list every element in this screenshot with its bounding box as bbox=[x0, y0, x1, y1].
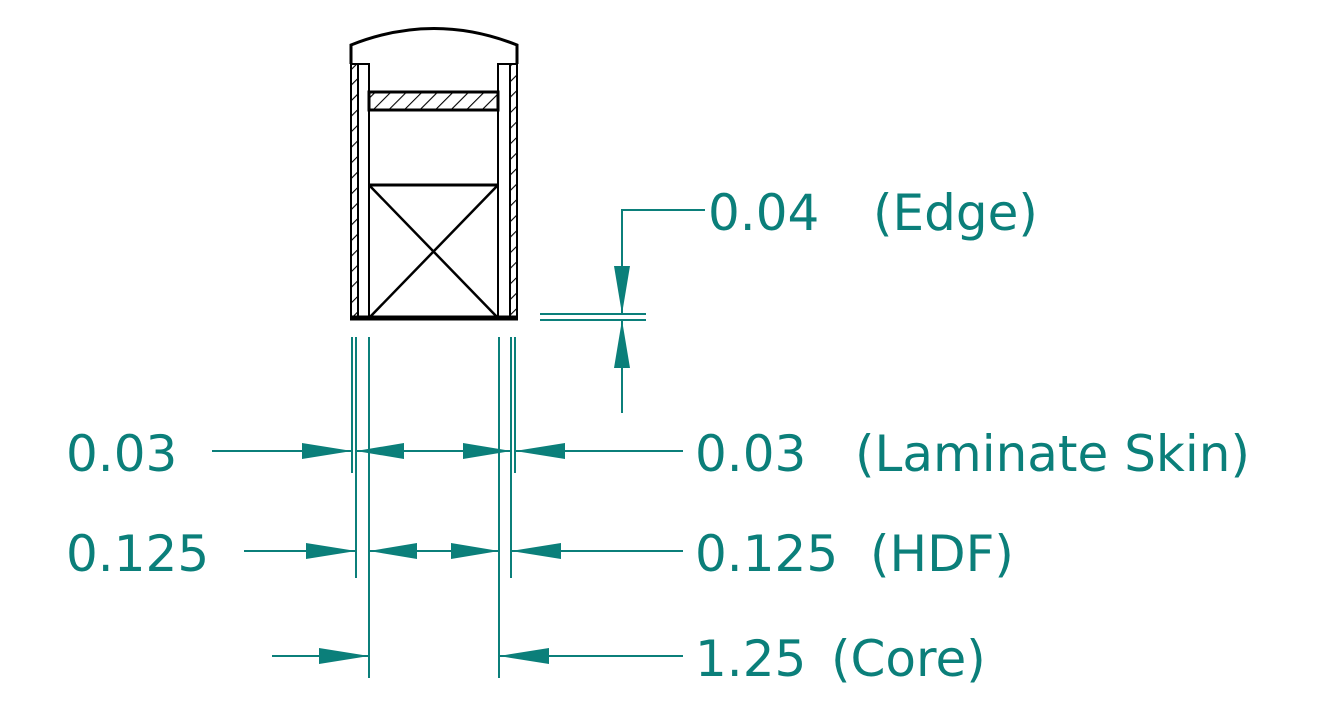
laminate-right-arrow bbox=[515, 443, 565, 459]
core-value: 1.25 bbox=[695, 630, 806, 688]
edge-arrow-down bbox=[614, 266, 630, 314]
hdf-right-label: (HDF) bbox=[870, 525, 1014, 583]
core-cross-2 bbox=[368, 184, 499, 319]
laminate-right-label: (Laminate Skin) bbox=[855, 425, 1250, 483]
edge-label: (Edge) bbox=[873, 184, 1038, 242]
laminate-left-arrow bbox=[302, 443, 352, 459]
right-hdf-layer bbox=[497, 63, 511, 319]
hdf-right-arrow bbox=[511, 543, 561, 559]
laminate-right-dimension: 0.03 (Laminate Skin) bbox=[695, 425, 1250, 483]
hdf-left-value: 0.125 bbox=[66, 525, 209, 583]
top-hatched-block bbox=[367, 90, 500, 112]
laminate-left-value: 0.03 bbox=[66, 425, 177, 483]
core-label: (Core) bbox=[831, 630, 986, 688]
core-dimension: 1.25 (Core) bbox=[695, 630, 986, 688]
hdf-inner-arrow-left bbox=[369, 543, 417, 559]
hdf-right-value: 0.125 bbox=[695, 525, 838, 583]
left-hdf-layer bbox=[357, 63, 370, 319]
dimension-labels: 0.04 (Edge) 0.03 0.03 (Laminate Skin) 0.… bbox=[66, 184, 1250, 688]
edge-leader bbox=[621, 209, 705, 314]
dimensions bbox=[212, 209, 705, 678]
laminate-inner-arrow-right bbox=[463, 443, 511, 459]
edge-band-top bbox=[349, 27, 519, 64]
hdf-right-dimension: 0.125 (HDF) bbox=[695, 525, 1014, 583]
laminate-inner-arrow-left bbox=[356, 443, 404, 459]
hdf-inner-arrow-right bbox=[451, 543, 499, 559]
door-section bbox=[349, 27, 519, 321]
hdf-left-arrow bbox=[306, 543, 356, 559]
edge-dimension: 0.04 (Edge) bbox=[708, 184, 1038, 242]
right-laminate-skin bbox=[509, 63, 518, 319]
left-laminate-skin bbox=[350, 63, 359, 319]
edge-value: 0.04 bbox=[708, 184, 819, 242]
core-right-arrow bbox=[499, 648, 549, 664]
core-left-arrow bbox=[319, 648, 369, 664]
edge-arrow-up bbox=[614, 320, 630, 368]
laminate-right-value: 0.03 bbox=[695, 425, 806, 483]
